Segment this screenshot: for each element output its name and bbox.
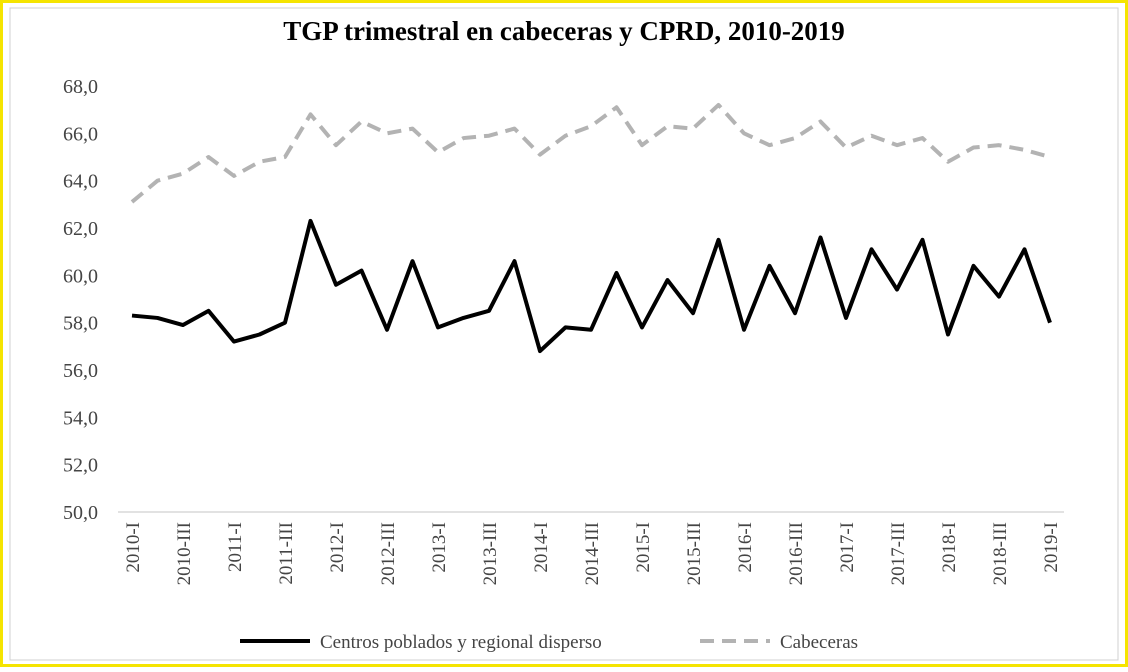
y-tick-label: 62,0 xyxy=(63,218,98,240)
y-tick-label: 58,0 xyxy=(63,313,98,335)
x-tick-label: 2014-III xyxy=(582,522,603,585)
y-tick-label: 52,0 xyxy=(63,455,98,477)
x-tick-label: 2018-I xyxy=(939,522,960,573)
x-tick-label: 2018-III xyxy=(990,522,1011,585)
x-tick-label: 2011-I xyxy=(225,522,246,572)
y-tick-label: 60,0 xyxy=(63,265,98,287)
y-tick-label: 64,0 xyxy=(63,171,98,193)
x-tick-label: 2015-III xyxy=(684,522,705,585)
x-tick-label: 2015-I xyxy=(633,522,654,573)
x-tick-label: 2012-I xyxy=(327,522,348,573)
inner-frame xyxy=(9,7,1119,661)
y-tick-label: 68,0 xyxy=(63,76,98,98)
series-line xyxy=(130,102,1051,204)
x-tick-label: 2012-III xyxy=(378,522,399,585)
x-tick-label: 2016-III xyxy=(786,522,807,585)
x-tick-label: 2019-I xyxy=(1041,522,1062,573)
chart-title: TGP trimestral en cabeceras y CPRD, 2010… xyxy=(283,16,845,46)
x-tick-label: 2017-I xyxy=(837,522,858,573)
legend-label: Cabeceras xyxy=(780,632,858,653)
legend-label: Centros poblados y regional disperso xyxy=(320,632,602,653)
x-tick-label: 2013-III xyxy=(480,522,501,585)
x-tick-label: 2011-III xyxy=(276,522,297,585)
y-tick-label: 66,0 xyxy=(63,123,98,145)
x-tick-label: 2017-III xyxy=(888,522,909,585)
y-tick-label: 50,0 xyxy=(63,502,98,524)
x-tick-label: 2010-I xyxy=(123,522,144,573)
series-line xyxy=(131,218,1052,354)
x-tick-label: 2013-I xyxy=(429,522,450,573)
x-tick-label: 2016-I xyxy=(735,522,756,573)
y-tick-label: 54,0 xyxy=(63,407,98,429)
x-tick-label: 2010-III xyxy=(174,522,195,585)
y-tick-label: 56,0 xyxy=(63,360,98,382)
x-tick-label: 2014-I xyxy=(531,522,552,573)
